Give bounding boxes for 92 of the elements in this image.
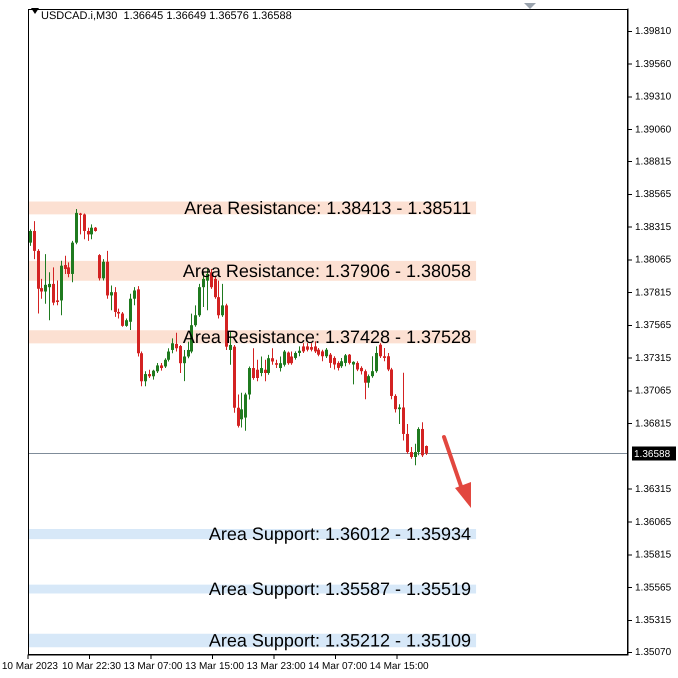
candlestick (244, 392, 247, 432)
candlestick (398, 404, 401, 424)
candlestick (371, 356, 374, 378)
x-tick-label: 14 Mar 15:00 (370, 660, 430, 672)
y-tick-label: 1.38815 (635, 156, 672, 168)
candlestick (152, 369, 155, 380)
y-tick-label: 1.37565 (635, 320, 672, 332)
y-tick-label: 1.37065 (635, 386, 672, 397)
ref-line-label: 1.36588 (634, 449, 671, 460)
y-tick-label: 1.39310 (635, 92, 672, 103)
candlestick (221, 283, 224, 318)
candlestick (121, 311, 124, 328)
y-tick-label: 1.39560 (635, 58, 672, 70)
candlestick (171, 338, 174, 354)
y-tick-label: 1.36065 (635, 516, 672, 528)
candlestick (256, 359, 259, 382)
band-label: Area Resistance: 1.38413 - 1.38511 (184, 198, 472, 218)
candlestick (44, 254, 47, 304)
candlestick (90, 224, 93, 240)
candlestick (298, 346, 301, 357)
candlestick (179, 344, 182, 374)
x-tick-label: 13 Mar 15:00 (185, 660, 244, 672)
chart-title: USDCAD.i,M30 1.36645 1.36649 1.36576 1.36588 (41, 10, 292, 22)
candlestick (52, 266, 55, 306)
candlestick (240, 392, 243, 428)
candlestick (267, 354, 270, 376)
band-label: Area Support: 1.36012 - 1.35934 (208, 524, 472, 544)
candlestick (260, 356, 263, 377)
candlestick (271, 348, 274, 366)
x-tick-label: 10 Mar 2023 (2, 660, 58, 672)
candlestick (410, 446, 413, 460)
candlestick (367, 374, 370, 388)
candlestick (83, 213, 86, 240)
candlestick (79, 212, 82, 235)
candlestick (352, 360, 355, 385)
y-tick-label: 1.36815 (635, 418, 672, 430)
candlestick (406, 423, 409, 454)
candlestick (29, 228, 32, 246)
candlestick (337, 360, 340, 372)
candlestick (156, 362, 159, 374)
candlestick (329, 352, 332, 368)
band-label: Area Resistance: 1.37906 - 1.38058 (182, 260, 472, 281)
candlestick (114, 286, 117, 318)
y-tick-label: 1.35315 (635, 615, 672, 626)
x-tick-label: 10 Mar 22:30 (62, 660, 122, 672)
candlestick (64, 255, 67, 274)
candlestick (194, 304, 197, 328)
candlestick (48, 272, 51, 321)
candlestick (237, 394, 240, 428)
candlestick (394, 394, 397, 413)
candlestick (379, 342, 382, 358)
candlestick (217, 280, 220, 320)
candlestick (348, 354, 351, 365)
candlestick (56, 280, 59, 306)
candlestick (98, 254, 101, 282)
candlestick (290, 351, 293, 366)
y-tick-label: 1.39060 (635, 124, 672, 136)
y-tick-label: 1.37315 (635, 352, 672, 364)
candlestick (325, 347, 328, 358)
candlestick (252, 348, 255, 380)
candlestick (87, 227, 90, 242)
y-tick-label: 1.38315 (635, 222, 672, 233)
y-tick-label: 1.38065 (635, 254, 672, 266)
candlestick (364, 368, 367, 400)
candlestick (344, 354, 347, 367)
y-tick-label: 1.35070 (635, 647, 672, 658)
candlestick (356, 360, 359, 372)
candlestick (144, 370, 147, 387)
x-tick-label: 13 Mar 23:00 (246, 660, 306, 672)
x-tick-label: 13 Mar 07:00 (124, 660, 183, 672)
y-tick-label: 1.35565 (635, 582, 672, 594)
candlestick (283, 349, 286, 367)
y-tick-label: 1.37815 (635, 287, 672, 298)
y-tick-label: 1.36315 (635, 484, 672, 495)
candlestick (333, 356, 336, 370)
candlestick (183, 349, 186, 382)
candlestick (133, 286, 136, 306)
candlestick (102, 258, 105, 282)
candlestick (321, 349, 324, 362)
candlestick (129, 293, 132, 331)
candlestick (33, 220, 36, 260)
x-tick-label: 14 Mar 07:00 (308, 660, 368, 672)
candlestick (264, 359, 267, 382)
candlestick (287, 351, 290, 366)
y-tick-label: 1.39810 (635, 26, 672, 38)
candlestick (375, 346, 378, 374)
candlestick (110, 284, 113, 311)
band-label: Area Support: 1.35212 - 1.35109 (208, 630, 472, 650)
candlestick (340, 357, 343, 368)
y-tick-label: 1.38565 (635, 189, 672, 200)
band-label: Area Support: 1.35587 - 1.35519 (208, 579, 472, 600)
y-tick-label: 1.35815 (635, 550, 672, 561)
